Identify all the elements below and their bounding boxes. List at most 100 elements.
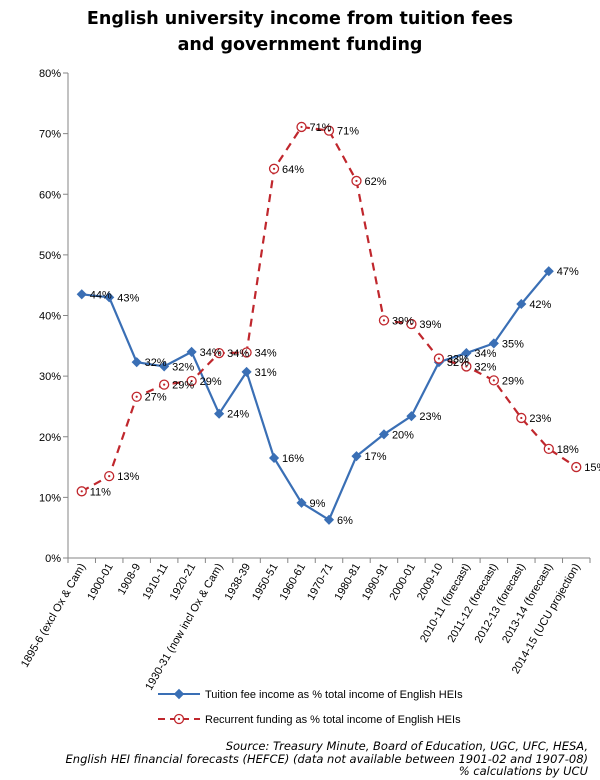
data-label-recurrent: 62%: [364, 176, 386, 188]
data-point-dot-recurrent: [135, 395, 138, 398]
data-point-tuition: [461, 348, 472, 359]
y-tick-label: 10%: [39, 492, 61, 504]
data-point-dot-recurrent: [327, 129, 331, 132]
data-label-tuition: 17%: [364, 451, 386, 463]
chart-title: English university income from tuition f…: [0, 6, 600, 58]
data-point-dot-recurrent: [547, 447, 550, 450]
data-label-recurrent: 18%: [557, 444, 579, 456]
legend-marker-recurrent-dot: [177, 717, 181, 721]
data-label-recurrent: 11%: [90, 486, 111, 498]
x-tick-label: 1970-71: [305, 562, 336, 603]
y-tick-label: 50%: [39, 250, 61, 262]
y-tick-label: 20%: [39, 432, 61, 444]
data-label-tuition: 47%: [557, 266, 579, 278]
source-note: Source: Treasury Minute, Board of Educat…: [66, 740, 588, 778]
data-point-dot-recurrent: [218, 351, 221, 355]
data-point-tuition: [296, 497, 307, 508]
x-tick-label: 1990-91: [360, 562, 391, 603]
x-tick-label: 1960-61: [278, 562, 309, 603]
data-point-tuition: [131, 357, 142, 368]
series-line-tuition: [81, 270, 550, 521]
chart-title-line-1: English university income from tuition f…: [86, 9, 514, 29]
y-tick-label: 70%: [39, 129, 61, 141]
chart-series: [76, 121, 582, 525]
data-label-recurrent: 29%: [200, 376, 222, 388]
data-label-tuition: 44%: [90, 289, 112, 301]
data-label-tuition: 20%: [392, 429, 414, 441]
x-tick-label: 1908-9: [116, 562, 144, 598]
data-point-dot-recurrent: [575, 465, 578, 469]
data-label-recurrent: 71%: [310, 122, 332, 134]
x-tick-label: 2000-01: [387, 562, 418, 603]
data-label-tuition: 42%: [529, 299, 551, 311]
data-label-tuition: 35%: [502, 338, 524, 350]
data-label-tuition: 6%: [337, 515, 353, 527]
data-label-recurrent: 29%: [172, 380, 194, 392]
y-tick-label: 60%: [39, 189, 61, 201]
data-point-tuition: [268, 452, 280, 464]
legend-label-tuition: Tuition fee income as % total income of …: [205, 689, 463, 701]
data-point-dot-recurrent: [190, 379, 193, 383]
data-point-tuition: [323, 514, 335, 525]
x-tick-label: 1980-81: [332, 562, 363, 603]
data-label-recurrent: 34%: [227, 348, 249, 360]
data-label-recurrent: 27%: [145, 392, 167, 404]
data-label-tuition: 9%: [310, 498, 326, 510]
x-tick-label: 2012-13 (forecast): [473, 562, 528, 646]
data-point-tuition: [186, 346, 197, 357]
x-tick-label: 1920-21: [168, 562, 199, 603]
data-label-recurrent: 32%: [474, 361, 496, 373]
data-label-tuition: 16%: [282, 453, 304, 465]
data-label-recurrent: 15%: [584, 462, 600, 474]
data-label-tuition: 34%: [200, 347, 222, 359]
source-line-1: Source: Treasury Minute, Board of Educat…: [225, 739, 588, 753]
data-point-dot-recurrent: [80, 490, 83, 493]
data-label-recurrent: 13%: [117, 471, 139, 483]
y-tick-label: 30%: [39, 371, 61, 383]
x-tick-label: 2009-10: [415, 562, 446, 603]
data-label-recurrent: 29%: [502, 375, 524, 387]
data-label-recurrent: 23%: [529, 413, 551, 425]
x-tick-label: 1910-11: [141, 562, 171, 602]
legend-marker-tuition: [173, 688, 185, 700]
x-tick-label: 1895-6 (excl Ox & Cam): [19, 562, 88, 670]
data-point-dot-recurrent: [382, 319, 386, 322]
data-label-recurrent: 34%: [255, 347, 277, 359]
data-point-dot-recurrent: [410, 322, 413, 326]
source-line-3: % calculations by UCU: [458, 764, 588, 778]
source-line-2: English HEI financial forecasts (HEFCE) …: [65, 751, 588, 766]
data-point-tuition: [76, 289, 87, 300]
data-label-tuition: 32%: [145, 357, 167, 369]
data-point-tuition: [159, 361, 170, 372]
y-tick-label: 40%: [39, 311, 61, 323]
data-label-tuition: 23%: [419, 411, 441, 423]
data-point-dot-recurrent: [520, 416, 523, 420]
data-label-tuition: 34%: [474, 348, 496, 360]
data-label-tuition: 32%: [447, 357, 469, 369]
x-tick-label: 2010-11 (forecast): [418, 562, 473, 645]
chart-title-line-2: and government funding: [177, 35, 423, 55]
data-point-tuition: [378, 429, 390, 440]
data-label-tuition: 32%: [172, 361, 194, 373]
data-point-tuition: [104, 292, 115, 303]
x-tick-label: 1938-39: [223, 562, 254, 603]
x-tick-label: 1950-51: [250, 562, 281, 603]
data-point-dot-recurrent: [355, 179, 358, 183]
x-tick-label: 2013-14 (forecast): [500, 562, 555, 646]
data-point-tuition: [488, 338, 499, 349]
y-tick-label: 80%: [39, 68, 61, 80]
data-point-dot-recurrent: [245, 351, 248, 354]
data-label-recurrent: 39%: [419, 319, 441, 331]
data-point-dot-recurrent: [272, 167, 276, 170]
data-point-dot-recurrent: [465, 365, 468, 368]
data-label-tuition: 24%: [227, 409, 249, 421]
data-label-recurrent: 64%: [282, 164, 304, 176]
chart-legend: Tuition fee income as % total income of …: [158, 688, 463, 726]
data-point-tuition: [214, 408, 225, 419]
data-label-recurrent: 71%: [337, 126, 359, 138]
data-point-dot-recurrent: [300, 125, 303, 129]
data-label-tuition: 43%: [117, 292, 139, 304]
chart-data-labels: 44% 43%32% 32%34%24%31%16%9%6%17%20%23%32%…: [90, 122, 600, 527]
data-point-tuition: [241, 366, 252, 377]
